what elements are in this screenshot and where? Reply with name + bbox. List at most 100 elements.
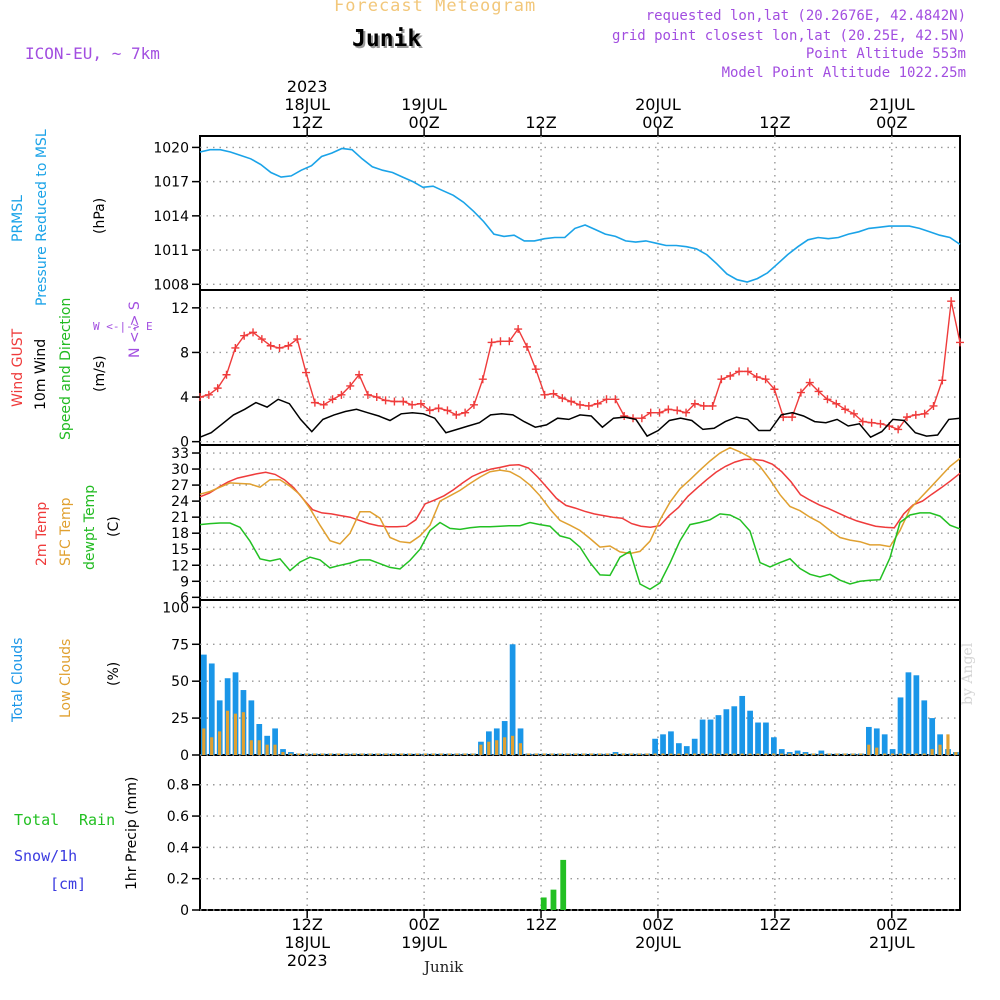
low-cloud-bar (550, 753, 554, 755)
rain-bar (550, 889, 557, 910)
legend-snow: Snow/1h (14, 847, 77, 865)
gust-marker (849, 409, 858, 418)
bottom-hour-label: 00Z (876, 915, 907, 934)
low-cloud-bar (210, 737, 214, 755)
low-cloud-bar (423, 753, 428, 755)
total-cloud-bar (897, 697, 904, 755)
gust-marker (505, 337, 514, 346)
gust-marker (355, 370, 364, 379)
gust-marker (204, 390, 213, 399)
low-cloud-bar (495, 740, 499, 755)
gust-marker (293, 335, 302, 344)
gust-marker (938, 376, 947, 385)
top-hour-label: 00Z (876, 113, 907, 132)
low-cloud-bar (788, 753, 792, 755)
top-hour-label: 12Z (292, 113, 323, 132)
low-cloud-bar (890, 753, 895, 755)
low-cloud-bar (297, 753, 301, 755)
low-cloud-bar (661, 753, 665, 755)
gust-marker (425, 406, 434, 415)
gust-marker (531, 365, 540, 374)
y-tick-label: 50 (171, 674, 189, 690)
low-cloud-bar (843, 753, 847, 755)
total-cloud-bar (905, 672, 912, 755)
y-tick-label: 21 (171, 510, 189, 526)
low-cloud-bar (447, 753, 451, 755)
low-cloud-bar (273, 744, 277, 755)
gust-marker (929, 401, 938, 410)
gust-line (199, 301, 961, 431)
low-cloud-bar (621, 753, 625, 755)
tick-layer: 1008101110141017102004812691215182124273… (153, 77, 914, 970)
gust-marker (602, 395, 611, 404)
gust-marker (841, 405, 850, 414)
low-cloud-bar (748, 753, 752, 755)
gust-marker (867, 418, 876, 427)
y-tick-label: 6 (180, 590, 189, 606)
grid-point-coordinates: grid point closest lon,lat (20.25E, 42.5… (611, 28, 966, 44)
gust-marker (275, 343, 284, 352)
low-cloud-bar (938, 744, 942, 755)
low-cloud-bar (685, 753, 689, 755)
gust-marker (593, 399, 602, 408)
low-cloud-bar (503, 737, 507, 755)
total-cloud-bar (881, 734, 888, 755)
gust-marker (576, 400, 584, 409)
low-cloud-bar (218, 731, 222, 755)
low-cloud-bar (202, 728, 206, 755)
y-tick-label: 24 (171, 494, 189, 510)
total-cloud-bar (509, 644, 516, 755)
total-cloud-bar (778, 749, 785, 755)
low-cloud-bar (914, 753, 918, 755)
total-cloud-bar (232, 672, 239, 755)
total-cloud-bar (723, 709, 730, 755)
y-tick-label: 25 (171, 711, 189, 727)
low-cloud-bar (384, 753, 388, 755)
y-tick-label: 0.8 (167, 778, 189, 794)
low-cloud-bar (392, 753, 396, 755)
rain-bar (560, 859, 567, 910)
legend-total: Total (14, 811, 59, 829)
low-cloud-bar (336, 753, 340, 755)
low-cloud-bar (368, 753, 372, 755)
bottom-day-label: 19JUL (401, 933, 447, 952)
temperature-panel-frame (199, 444, 961, 601)
total-cloud-bar (739, 695, 746, 755)
low-cloud-bar (859, 753, 863, 755)
clouds-unit: (%) (106, 662, 122, 686)
wind-10m-label: 10m Wind (33, 339, 49, 410)
gust-marker (284, 341, 293, 350)
gust-marker (540, 390, 549, 399)
gust-marker (620, 412, 629, 421)
low-cloud-bar (740, 753, 744, 755)
y-tick-label: 9 (180, 574, 189, 590)
top-day-label: 19JUL (401, 95, 447, 114)
low-cloud-bar (930, 749, 934, 755)
low-cloud-bar (645, 753, 649, 755)
gust-marker (708, 401, 717, 410)
gust-marker (735, 367, 744, 376)
pressure-label-msl: Pressure Reduced to MSL (34, 129, 50, 306)
gust-marker (655, 408, 664, 417)
rain-bar (540, 897, 547, 910)
total-cloud-bar (668, 731, 674, 755)
gust-marker (858, 417, 867, 426)
bottom-hour-label: 12Z (292, 915, 323, 934)
station-name: Junik (352, 26, 422, 52)
low-cloud-bar (376, 753, 380, 755)
y-tick-label: 1020 (153, 140, 189, 156)
gust-marker (682, 408, 691, 417)
low-cloud-bar (281, 752, 285, 755)
low-cloud-bar (954, 752, 958, 755)
gust-marker (584, 401, 593, 410)
wind-gust-label: Wind GUST (10, 328, 26, 407)
temp-dewpt-line (199, 512, 961, 591)
low-cloud-bar (827, 753, 831, 755)
gust-marker (611, 395, 620, 404)
total-cloud-bar (763, 722, 769, 755)
y-tick-label: 8 (180, 345, 189, 361)
top-day-label: 18JUL (284, 95, 330, 114)
low-cloud-bar (629, 753, 633, 755)
y-tick-label: 27 (171, 478, 189, 494)
low-cloud-bar (463, 753, 467, 755)
